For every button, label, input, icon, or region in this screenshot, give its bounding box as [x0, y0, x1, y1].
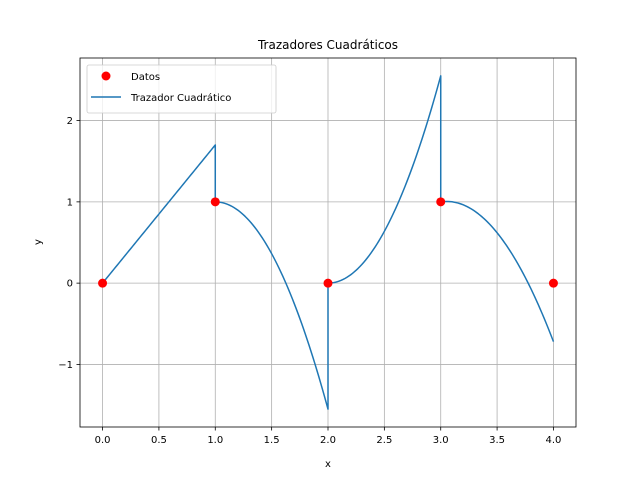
- x-tick-label: 0.0: [95, 435, 111, 446]
- x-axis-label: x: [325, 459, 331, 470]
- x-tick-label: 0.5: [151, 435, 167, 446]
- chart-title: Trazadores Cuadráticos: [257, 38, 398, 52]
- grid-lines: [80, 58, 576, 427]
- legend-label-trazador: Trazador Cuadrático: [130, 92, 231, 104]
- legend-marker-datos: [101, 71, 111, 81]
- y-tick-label: 2: [67, 116, 73, 127]
- data-point: [548, 278, 558, 288]
- data-point: [98, 278, 108, 288]
- x-tick-label: 3.5: [489, 435, 505, 446]
- spline-line: [101, 75, 555, 410]
- x-tick-label: 1.5: [264, 435, 280, 446]
- legend-label-datos: Datos: [131, 72, 160, 83]
- data-point: [210, 197, 220, 207]
- x-tick-label: 2.0: [320, 435, 336, 446]
- y-tick-label: −1: [58, 360, 73, 371]
- x-tick-label: 2.5: [376, 435, 392, 446]
- axis-ticks: 0.0 0.5 1.0 1.5 2.0 2.5 3.0 3.5 4.0 −1 0 1 2: [58, 116, 561, 446]
- data-point: [323, 278, 333, 288]
- x-tick-label: 3.0: [433, 435, 449, 446]
- y-tick-label: 1: [67, 197, 73, 208]
- y-tick-label: 0: [67, 279, 73, 290]
- legend-frame: [86, 64, 277, 114]
- y-axis-label: y: [33, 239, 44, 245]
- data-point: [436, 197, 446, 207]
- legend: Datos Trazador Cuadrático: [86, 64, 277, 114]
- x-tick-label: 1.0: [207, 435, 223, 446]
- plot-area: [98, 75, 558, 410]
- x-tick-label: 4.0: [546, 435, 562, 446]
